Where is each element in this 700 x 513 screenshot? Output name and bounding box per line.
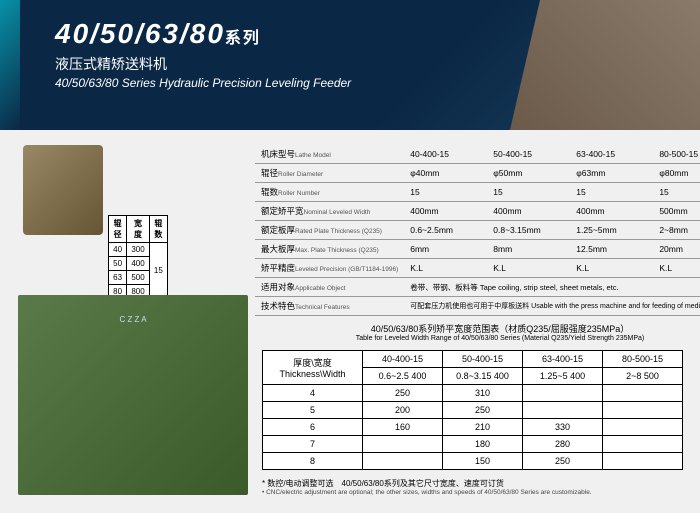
small-th: 辊径 (109, 216, 127, 243)
range-table: 厚度\宽度 Thickness\Width 40-400-15 50-400-1… (262, 350, 683, 470)
small-th: 辊数 (149, 216, 167, 243)
spec-small-table: 辊径 宽度 辊数 4030015 50400 63500 80800 (108, 215, 168, 299)
title-series-cn: 系列 (225, 30, 261, 47)
range-title-cn: 40/50/63/80系列矫平宽度范围表（材质Q235/屈服强度235MPa） (320, 322, 680, 335)
machine-image: C Z Z A (18, 295, 248, 495)
small-th: 宽度 (127, 216, 149, 243)
range-header-label: 厚度\宽度 Thickness\Width (263, 351, 363, 385)
range-title-en: Table for Leveled Width Range of 40/50/6… (320, 335, 680, 342)
content-area: 辊径 宽度 辊数 4030015 50400 63500 80800 替代现有产… (0, 130, 700, 513)
footnote: * 数控/电动调整可选 40/50/63/80系列及其它尺寸宽度、速度可订货 •… (262, 478, 682, 496)
page-header: 40/50/63/80系列 液压式精矫送料机 40/50/63/80 Serie… (0, 0, 700, 130)
robot-image (23, 145, 103, 235)
header-photo (510, 0, 700, 130)
title-numbers: 40/50/63/80 (55, 18, 225, 49)
footnote-cn: * 数控/电动调整可选 40/50/63/80系列及其它尺寸宽度、速度可订货 (262, 478, 682, 489)
main-spec-table: 机床型号Lathe Model40-400-1550-400-1563-400-… (255, 145, 700, 316)
footnote-en: • CNC/electric adjustment are optional; … (262, 489, 682, 496)
range-title: 40/50/63/80系列矫平宽度范围表（材质Q235/屈服强度235MPa） … (320, 322, 680, 342)
